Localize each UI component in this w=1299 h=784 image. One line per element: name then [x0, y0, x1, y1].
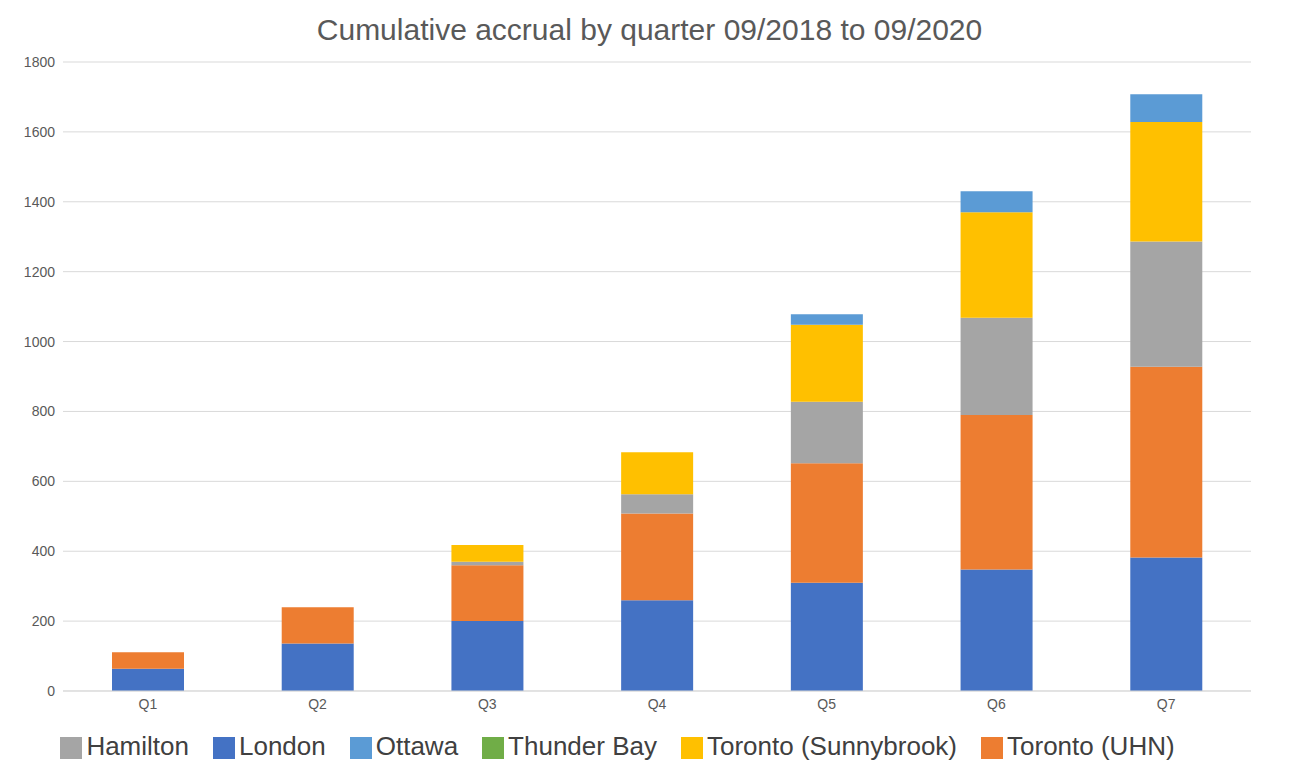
svg-text:0: 0	[47, 683, 55, 699]
svg-text:1000: 1000	[24, 334, 55, 350]
svg-text:Q7: Q7	[1157, 696, 1176, 712]
svg-text:800: 800	[32, 403, 56, 419]
html-text:Cumulative accrual by quarter: Cumulative accrual by quarter 09/2018 to…	[316, 13, 983, 46]
html-text:Hamilton: Hamilton	[86, 731, 189, 761]
html-text:Ottawa: Ottawa	[375, 731, 459, 761]
html-text:London: London	[239, 731, 326, 761]
html-text:Toronto (UHN): Toronto (UHN)	[1007, 731, 1175, 761]
svg-text:Q1: Q1	[139, 696, 158, 712]
svg-text:1600: 1600	[24, 124, 55, 140]
svg-text:Q4: Q4	[648, 696, 667, 712]
svg-text:1200: 1200	[24, 264, 55, 280]
svg-text:600: 600	[32, 473, 56, 489]
svg-text:Q2: Q2	[308, 696, 327, 712]
svg-text:1800: 1800	[24, 54, 55, 70]
svg-text:Q5: Q5	[817, 696, 836, 712]
svg-text:200: 200	[32, 613, 56, 629]
svg-text:400: 400	[32, 543, 56, 559]
html-text:Toronto (Sunnybrook): Toronto (Sunnybrook)	[707, 731, 957, 761]
svg-text:Q6: Q6	[987, 696, 1006, 712]
svg-text:Q3: Q3	[478, 696, 497, 712]
svg-text:1400: 1400	[24, 194, 55, 210]
html-text:Thunder Bay: Thunder Bay	[508, 731, 657, 761]
